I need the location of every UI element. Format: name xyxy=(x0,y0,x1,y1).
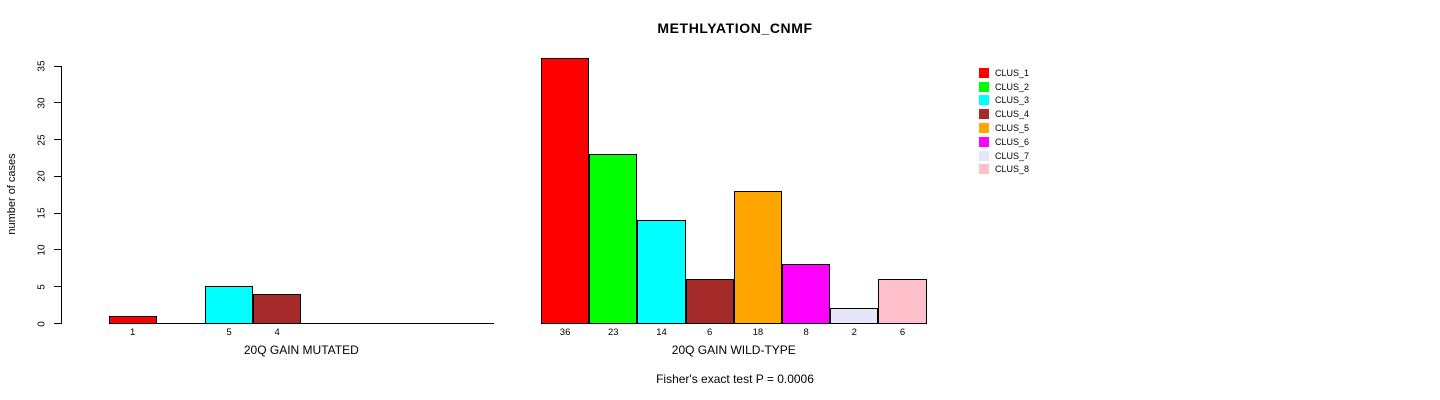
legend-swatch-icon xyxy=(979,150,989,161)
legend-swatch-icon xyxy=(979,95,989,106)
y-axis-label: number of cases xyxy=(6,153,18,235)
bar-CLUS_3 xyxy=(204,286,254,324)
bar-CLUS_2 xyxy=(589,153,638,324)
bar-CLUS_4 xyxy=(685,278,734,324)
bar-value-label: 5 xyxy=(226,327,232,338)
legend-label: CLUS_6 xyxy=(995,136,1030,147)
bar-value-label: 1 xyxy=(129,327,136,338)
y-axis-tick-label: 35 xyxy=(36,60,48,72)
y-axis-tick xyxy=(54,102,61,104)
legend-item: CLUS_7 xyxy=(979,149,1029,163)
y-axis-tick xyxy=(54,212,61,214)
y-axis-tick xyxy=(54,286,61,288)
y-axis-tick-label: 30 xyxy=(36,97,48,109)
legend-label: CLUS_5 xyxy=(995,123,1030,134)
bar-value-label: 36 xyxy=(559,327,571,338)
group-axis-label: 20Q GAIN WILD-TYPE xyxy=(671,343,796,357)
bar-CLUS_1 xyxy=(541,58,590,324)
y-axis-tick xyxy=(54,65,61,67)
legend-label: CLUS_7 xyxy=(995,150,1030,161)
legend-swatch-icon xyxy=(979,136,989,147)
bar-CLUS_3 xyxy=(637,220,686,324)
legend-item: CLUS_1 xyxy=(979,66,1029,80)
legend-label: CLUS_8 xyxy=(995,164,1030,175)
bar-value-label: 6 xyxy=(707,327,713,338)
bar-value-label: 4 xyxy=(274,327,280,338)
bar-CLUS_7 xyxy=(830,308,879,324)
bar-CLUS_4 xyxy=(253,293,302,324)
legend-item: CLUS_2 xyxy=(979,80,1029,94)
y-axis-tick xyxy=(54,323,61,324)
legend-swatch-icon xyxy=(979,164,989,175)
legend: CLUS_1 CLUS_2 CLUS_3 CLUS_4 CLUS_5 CLUS_6 CLUS… xyxy=(979,66,1029,176)
bar-CLUS_1 xyxy=(108,315,157,324)
bar-value-label: 14 xyxy=(656,327,667,338)
bar-CLUS_5 xyxy=(733,190,782,324)
legend-item: CLUS_3 xyxy=(979,94,1029,108)
bar-value-label: 18 xyxy=(752,327,764,338)
y-axis-line xyxy=(61,65,62,324)
bar-value-label: 8 xyxy=(803,327,809,338)
legend-item: CLUS_6 xyxy=(979,135,1029,149)
legend-swatch-icon xyxy=(979,81,989,92)
y-axis-tick xyxy=(54,249,61,251)
footnote: Fisher's exact test P = 0.0006 xyxy=(656,372,814,386)
y-axis-tick-label: 15 xyxy=(36,207,48,219)
legend-item: CLUS_8 xyxy=(979,163,1029,177)
bar-CLUS_8 xyxy=(878,278,927,324)
x-baseline xyxy=(108,323,495,324)
bar-value-label: 23 xyxy=(608,327,619,338)
y-axis-tick xyxy=(54,175,61,177)
bar-value-label: 2 xyxy=(851,327,857,338)
y-axis-tick xyxy=(54,139,61,141)
chart-title: METHLYATION_CNMF xyxy=(657,20,813,36)
legend-swatch-icon xyxy=(979,109,989,120)
legend-label: CLUS_2 xyxy=(995,81,1030,92)
legend-swatch-icon xyxy=(979,67,989,78)
legend-swatch-icon xyxy=(979,123,989,134)
y-axis-tick-label: 25 xyxy=(36,134,48,146)
bar-CLUS_6 xyxy=(782,264,831,324)
y-axis-tick-label: 5 xyxy=(36,283,48,290)
group-axis-label: 20Q GAIN MUTATED xyxy=(243,343,359,357)
y-axis-tick-label: 20 xyxy=(36,170,48,182)
legend-label: CLUS_4 xyxy=(995,109,1030,120)
legend-item: CLUS_4 xyxy=(979,107,1029,121)
legend-label: CLUS_3 xyxy=(995,95,1030,106)
legend-label: CLUS_1 xyxy=(995,67,1030,78)
bar-value-label: 6 xyxy=(899,327,906,338)
y-axis-tick-label: 0 xyxy=(36,320,48,327)
legend-item: CLUS_5 xyxy=(979,121,1029,135)
y-axis-tick-label: 10 xyxy=(36,244,48,256)
